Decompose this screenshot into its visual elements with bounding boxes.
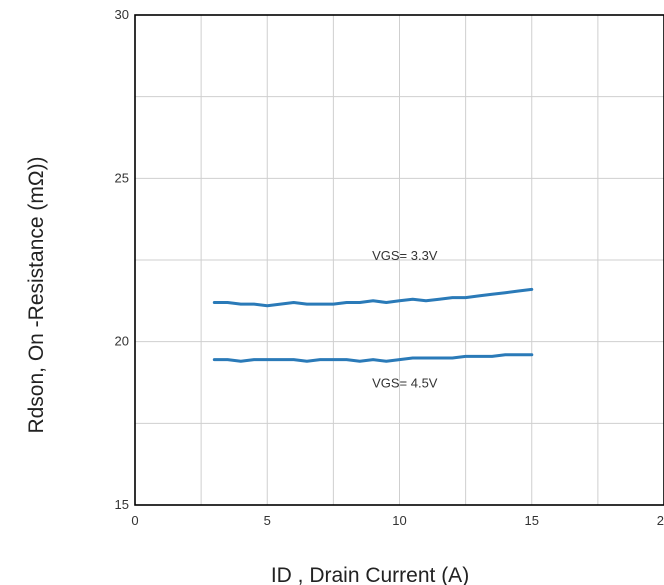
series-line-2	[212, 353, 534, 363]
series-line-1	[212, 287, 534, 308]
y-tick-labels: 15 20 25 30	[115, 7, 129, 512]
y-tick-label: 25	[115, 170, 129, 185]
x-tick-label: 10	[392, 513, 406, 528]
x-tick-labels: 0 5 10 15 20	[131, 513, 664, 528]
y-axis-title: Rdson, On -Resistance (mΩ))	[25, 156, 48, 433]
x-tick-label: 0	[131, 513, 138, 528]
y-tick-label: 20	[115, 334, 129, 349]
y-tick-label: 30	[115, 7, 129, 22]
y-tick-label: 15	[115, 497, 129, 512]
series-layer	[212, 287, 534, 363]
x-axis-title: ID , Drain Current (A)	[271, 564, 469, 585]
series-annotation: VGS= 4.5V	[372, 375, 438, 390]
x-tick-label: 15	[525, 513, 539, 528]
x-tick-label: 5	[264, 513, 271, 528]
series-annotation: VGS= 3.3V	[372, 248, 438, 263]
plot-frame	[134, 14, 664, 506]
grid-lines	[135, 15, 664, 505]
clipped-figure-heading	[95, 0, 515, 6]
x-tick-label: 20	[657, 513, 664, 528]
annotations: VGS= 3.3V VGS= 4.5V	[372, 248, 438, 390]
